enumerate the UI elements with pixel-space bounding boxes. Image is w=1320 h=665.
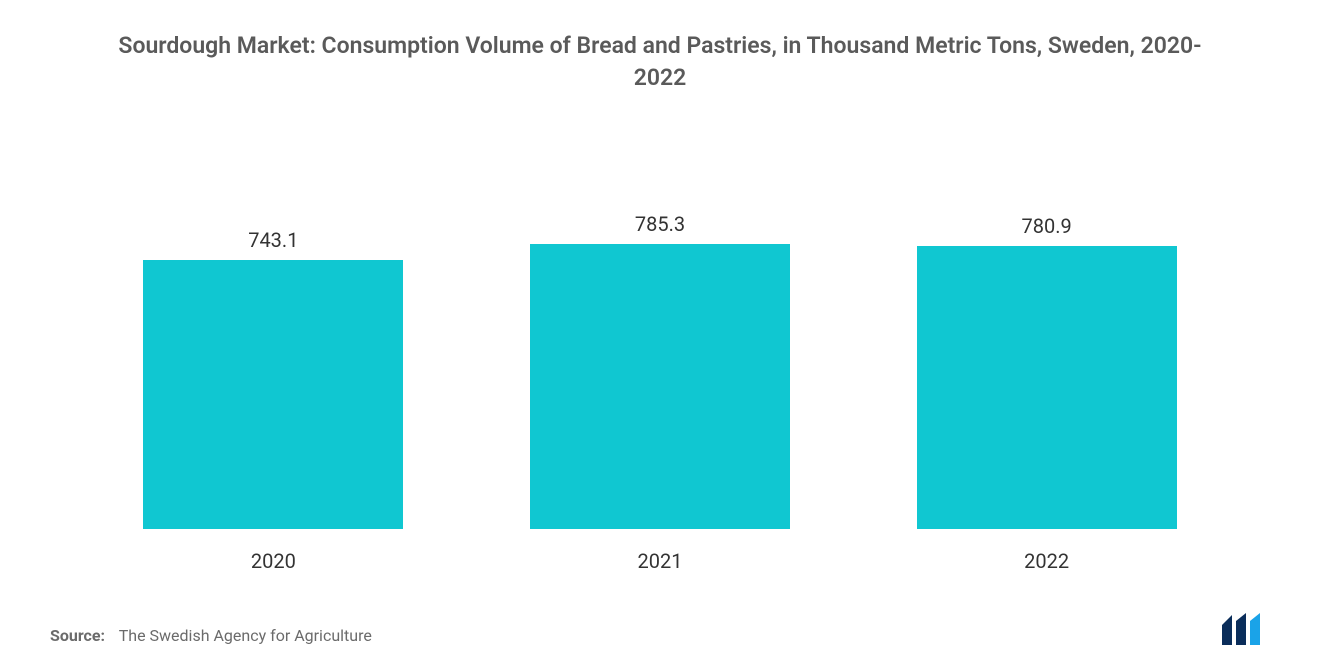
- bar-value-1: 785.3: [635, 212, 685, 236]
- x-label-2: 2022: [917, 549, 1177, 573]
- logo-bar-1: [1222, 615, 1232, 645]
- footer-row: Source: The Swedish Agency for Agricultu…: [50, 573, 1270, 645]
- x-label-1: 2021: [530, 549, 790, 573]
- x-axis: 2020 2021 2022: [50, 539, 1270, 573]
- bar-group-1: 785.3: [530, 212, 790, 529]
- bar-group-2: 780.9: [917, 214, 1177, 529]
- logo-bar-3: [1250, 613, 1260, 645]
- chart-title: Sourdough Market: Consumption Volume of …: [50, 30, 1270, 94]
- chart-container: Sourdough Market: Consumption Volume of …: [0, 0, 1320, 665]
- source-line: Source: The Swedish Agency for Agricultu…: [50, 626, 372, 645]
- bar-value-2: 780.9: [1022, 214, 1072, 238]
- source-text: The Swedish Agency for Agriculture: [119, 626, 372, 645]
- bar-1: [530, 244, 790, 529]
- brand-logo-icon: [1222, 613, 1270, 645]
- bar-value-0: 743.1: [248, 228, 298, 252]
- x-label-0: 2020: [143, 549, 403, 573]
- bar-0: [143, 260, 403, 529]
- plot-area: 743.1 785.3 780.9: [50, 114, 1270, 539]
- bar-group-0: 743.1: [143, 228, 403, 529]
- source-label: Source:: [50, 626, 105, 645]
- bar-2: [917, 246, 1177, 529]
- logo-bar-2: [1236, 613, 1246, 645]
